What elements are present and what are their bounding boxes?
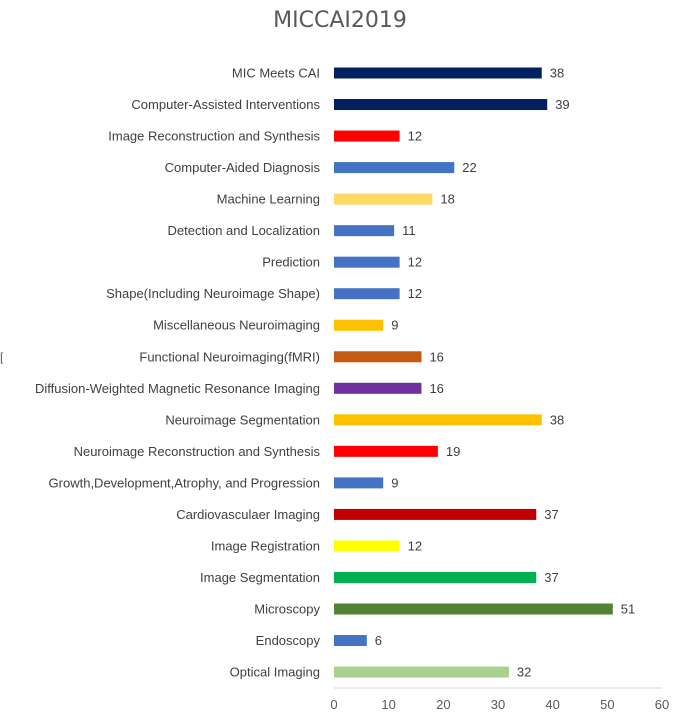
bar [334,256,400,268]
x-tick-label: 10 [381,697,395,712]
data-label: 12 [408,255,422,270]
data-label: 16 [429,381,443,396]
data-label: 37 [544,507,558,522]
data-label: 18 [440,192,454,207]
category-label: Endoscopy [256,633,321,648]
category-label: Prediction [262,255,320,270]
chart-title: MICCAI2019 [273,8,407,33]
category-label: Growth,Development,Atrophy, and Progress… [49,475,320,490]
data-label: 32 [517,665,531,680]
category-label: Detection and Localization [168,223,321,238]
data-label: 11 [402,223,416,238]
x-tick-label: 40 [545,697,559,712]
bar [334,508,537,520]
bar [334,225,395,237]
bar [334,477,384,489]
bar [334,162,455,174]
data-label: 39 [555,97,569,112]
x-tick-label: 0 [330,697,337,712]
bar [334,67,542,79]
category-label: Image Registration [211,538,320,553]
category-label: Computer-Aided Diagnosis [165,160,321,175]
x-tick-label: 60 [655,697,669,712]
category-label: Miscellaneous Neuroimaging [153,318,320,333]
bar [334,288,400,300]
data-label: 19 [446,444,460,459]
data-label: 12 [408,538,422,553]
x-tick-label: 20 [436,697,450,712]
category-label: Neuroimage Reconstruction and Synthesis [74,444,321,459]
bar [334,193,433,205]
data-label: 16 [429,349,443,364]
category-label: Image Segmentation [200,570,320,585]
category-label: Diffusion-Weighted Magnetic Resonance Im… [35,381,320,396]
data-label: 22 [462,160,476,175]
bar [334,635,367,647]
x-tick-label: 30 [491,697,505,712]
category-label: Computer-Assisted Interventions [131,97,320,112]
bar [334,351,422,363]
data-label: 37 [544,570,558,585]
category-label: Microscopy [254,602,320,617]
category-label: Functional Neuroimaging(fMRI) [139,349,320,364]
bar [334,571,537,583]
bar [334,445,438,457]
data-label: 9 [391,318,398,333]
bar [334,319,384,331]
bar [334,666,509,678]
bar [334,603,613,615]
left-edge-mark: [ [0,350,4,364]
data-label: 12 [408,286,422,301]
bar [334,540,400,552]
bar [334,130,400,142]
data-label: 38 [550,412,564,427]
x-tick-label: 50 [600,697,614,712]
category-label: Cardiovasculaer Imaging [176,507,320,522]
bar [334,382,422,394]
category-label: Shape(Including Neuroimage Shape) [106,286,320,301]
data-label: 38 [550,66,564,81]
bar [334,99,548,111]
category-label: Neuroimage Segmentation [165,412,320,427]
data-label: 9 [391,475,398,490]
data-label: 51 [621,602,635,617]
category-label: Image Reconstruction and Synthesis [108,129,320,144]
data-label: 12 [408,129,422,144]
category-label: Machine Learning [217,192,320,207]
data-label: 6 [375,633,382,648]
category-label: Optical Imaging [230,665,320,680]
category-label: MIC Meets CAI [232,66,320,81]
bar [334,414,542,426]
